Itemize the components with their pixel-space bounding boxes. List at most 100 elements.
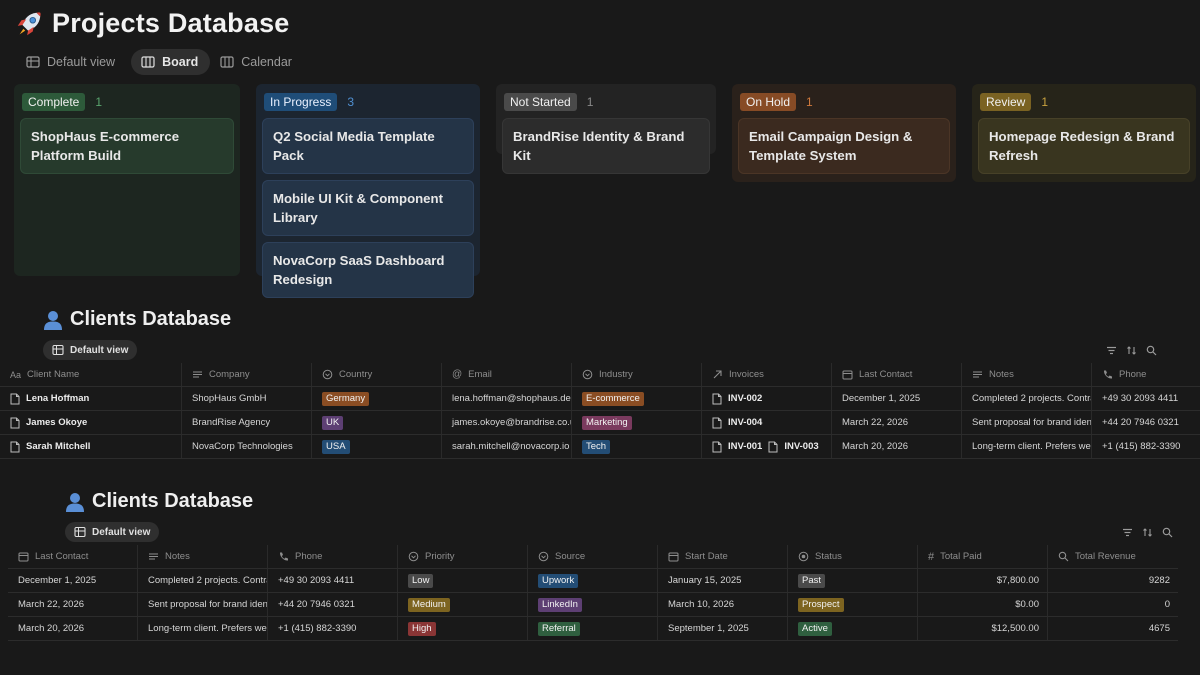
filter-icon[interactable] (1106, 345, 1117, 356)
column-header-last-contact[interactable]: Last Contact (8, 545, 138, 568)
column-header-company[interactable]: Company (182, 363, 312, 386)
cell-company[interactable]: BrandRise Agency (182, 411, 312, 434)
cell-source[interactable]: Referral (528, 617, 658, 640)
cell-priority[interactable]: Low (398, 569, 528, 592)
cell-priority[interactable]: High (398, 617, 528, 640)
table-row[interactable]: March 20, 2026 Long-term client. Prefers… (8, 617, 1178, 641)
cell-status[interactable]: Past (788, 569, 918, 592)
column-header-invoices[interactable]: Invoices (702, 363, 832, 386)
column-header-notes[interactable]: Notes (962, 363, 1092, 386)
cell-industry[interactable]: E-commerce (572, 387, 702, 410)
cell-country[interactable]: UK (312, 411, 442, 434)
table-row[interactable]: December 1, 2025 Completed 2 projects. C… (8, 569, 1178, 593)
cell-last-contact[interactable]: March 20, 2026 (832, 435, 962, 458)
column-header-source[interactable]: Source (528, 545, 658, 568)
column-header-phone[interactable]: Phone (268, 545, 398, 568)
cell-last-contact[interactable]: March 22, 2026 (832, 411, 962, 434)
column-header-email[interactable]: @ Email (442, 363, 572, 386)
cell-priority[interactable]: Medium (398, 593, 528, 616)
default-view-tab[interactable]: Default view (65, 522, 160, 542)
cell-notes[interactable]: Sent proposal for brand identity (962, 411, 1092, 434)
cell-total-paid[interactable]: $7,800.00 (918, 569, 1048, 592)
cell-total-revenue[interactable]: 9282 (1148, 575, 1170, 586)
cell-notes[interactable]: Long-term client. Prefers weekly (138, 617, 268, 640)
column-header-start-date[interactable]: Start Date (658, 545, 788, 568)
tab-calendar[interactable]: Calendar (216, 49, 302, 75)
tab-board[interactable]: Board (131, 49, 211, 75)
cell-invoices[interactable]: INV-004 (702, 411, 832, 434)
default-view-tab[interactable]: Default view (43, 340, 138, 360)
cell-country[interactable]: Germany (312, 387, 442, 410)
filter-icon[interactable] (1122, 527, 1133, 538)
column-header-total-paid[interactable]: # Total Paid (918, 545, 1048, 568)
cell-client-name[interactable]: Lena Hoffman (0, 387, 182, 410)
cell-invoices[interactable]: INV-002 (702, 387, 832, 410)
column-header-priority[interactable]: Priority (398, 545, 528, 568)
cell-phone[interactable]: +1 (415) 882-3390 (1102, 441, 1181, 452)
cell-country[interactable]: USA (312, 435, 442, 458)
search-icon[interactable] (1162, 527, 1173, 538)
cell-notes[interactable]: Sent proposal for brand identity (138, 593, 268, 616)
cell-email[interactable]: lena.hoffman@shophaus.de (442, 387, 572, 410)
cell-notes[interactable]: Completed 2 projects. Contract (962, 387, 1092, 410)
column-header-client-name[interactable]: Aa Client Name (0, 363, 182, 386)
cell-client-name[interactable]: James Okoye (0, 411, 182, 434)
cell-total-revenue[interactable]: 0 (1164, 599, 1170, 610)
cell-last-contact[interactable]: March 20, 2026 (8, 617, 138, 640)
table-row[interactable]: Lena Hoffman ShopHaus GmbH Germany lena.… (0, 387, 1200, 411)
cell-phone[interactable]: +44 20 7946 0321 (1102, 417, 1179, 428)
cell-phone[interactable]: +49 30 2093 4411 (1102, 393, 1179, 404)
cell-source[interactable]: Upwork (528, 569, 658, 592)
column-header-phone[interactable]: Phone (1092, 363, 1190, 386)
cell-client-name[interactable]: Sarah Mitchell (0, 435, 182, 458)
cell-source[interactable]: LinkedIn (528, 593, 658, 616)
table-row[interactable]: Sarah Mitchell NovaCorp Technologies USA… (0, 435, 1200, 459)
cell-phone[interactable]: +1 (415) 882-3390 (268, 617, 398, 640)
cell-total-revenue[interactable]: 4675 (1148, 623, 1170, 634)
project-card[interactable]: NovaCorp SaaS Dashboard Redesign (262, 242, 474, 298)
cell-invoices[interactable]: INV-001 INV-003 (702, 435, 832, 458)
source-tag: Upwork (538, 573, 579, 588)
cell-email[interactable]: james.okoye@brandrise.co.uk (442, 411, 572, 434)
cell-email[interactable]: sarah.mitchell@novacorp.io (442, 435, 572, 458)
cell-status[interactable]: Active (788, 617, 918, 640)
cell-start-date[interactable]: January 15, 2025 (658, 569, 788, 592)
cell-company[interactable]: ShopHaus GmbH (182, 387, 312, 410)
search-icon[interactable] (1146, 345, 1157, 356)
cell-last-contact[interactable]: March 22, 2026 (8, 593, 138, 616)
project-card[interactable]: ShopHaus E-commerce Platform Build (20, 118, 234, 174)
project-card[interactable]: Q2 Social Media Template Pack (262, 118, 474, 174)
cell-company[interactable]: NovaCorp Technologies (182, 435, 312, 458)
cell-start-date[interactable]: March 10, 2026 (658, 593, 788, 616)
cell-notes[interactable]: Completed 2 projects. Contract (138, 569, 268, 592)
cell-phone[interactable]: +44 20 7946 0321 (268, 593, 398, 616)
cell-phone[interactable]: +49 30 2093 4411 (268, 569, 398, 592)
column-header-notes[interactable]: Notes (138, 545, 268, 568)
cell-status[interactable]: Prospect (788, 593, 918, 616)
project-card[interactable]: BrandRise Identity & Brand Kit (502, 118, 710, 174)
cell-total-paid[interactable]: $12,500.00 (918, 617, 1048, 640)
column-header-country[interactable]: Country (312, 363, 442, 386)
country-tag: Germany (322, 391, 370, 406)
cell-total-paid[interactable]: $0.00 (918, 593, 1048, 616)
table-row[interactable]: March 22, 2026 Sent proposal for brand i… (8, 593, 1178, 617)
tab-default-view[interactable]: Default view (22, 49, 125, 75)
sort-icon[interactable] (1142, 527, 1153, 538)
column-header-industry[interactable]: Industry (572, 363, 702, 386)
cell-industry[interactable]: Tech (572, 435, 702, 458)
column-header-total-revenue[interactable]: Total Revenue (1048, 545, 1178, 568)
project-card[interactable]: Email Campaign Design & Template System (738, 118, 950, 174)
cell-last-contact[interactable]: December 1, 2025 (8, 569, 138, 592)
cell-start-date[interactable]: September 1, 2025 (658, 617, 788, 640)
project-card[interactable]: Homepage Redesign & Brand Refresh (978, 118, 1190, 174)
cell-notes[interactable]: Long-term client. Prefers weekly (962, 435, 1092, 458)
cell-industry[interactable]: Marketing (572, 411, 702, 434)
project-card[interactable]: Mobile UI Kit & Component Library (262, 180, 474, 236)
column-header-status[interactable]: Status (788, 545, 918, 568)
cell-last-contact[interactable]: December 1, 2025 (832, 387, 962, 410)
sort-icon[interactable] (1126, 345, 1137, 356)
table-toolbar (1122, 527, 1173, 538)
table-row[interactable]: James Okoye BrandRise Agency UK james.ok… (0, 411, 1200, 435)
column-header-last-contact[interactable]: Last Contact (832, 363, 962, 386)
status-icon (798, 551, 809, 562)
